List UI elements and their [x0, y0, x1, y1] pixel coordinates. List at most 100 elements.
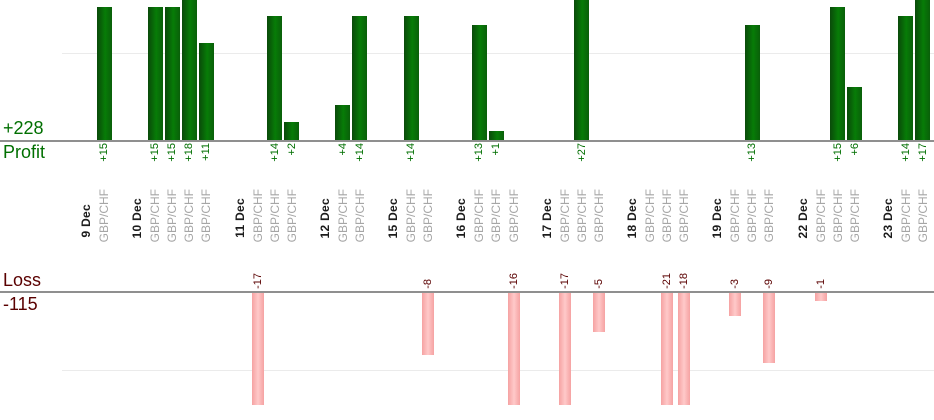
pair-label: GBP/CHF [916, 188, 930, 242]
profit-value-label: +27 [576, 143, 588, 162]
loss-value-label: -17 [252, 273, 264, 289]
loss-bar [422, 293, 434, 356]
profit-bar [472, 24, 487, 140]
profit-bar [335, 104, 350, 140]
pair-label: GBP/CHF [336, 188, 350, 242]
pair-label: GBP/CHF [745, 188, 759, 242]
date-label: 12 Dec [318, 197, 332, 239]
date-label: 10 Dec [130, 197, 144, 239]
loss-bar [508, 293, 520, 405]
loss-bar [661, 293, 673, 405]
profit-bar [284, 122, 299, 140]
date-label: 22 Dec [796, 197, 810, 239]
loss-bar [252, 293, 264, 405]
pair-label: GBP/CHF [814, 188, 828, 242]
pair-label: GBP/CHF [182, 188, 196, 242]
pair-label: GBP/CHF [831, 188, 845, 242]
loss-bar [678, 293, 690, 405]
profit-bar [97, 7, 112, 140]
profit-value-label: +2 [286, 143, 298, 156]
pair-label: GBP/CHF [285, 188, 299, 242]
profit-bar [489, 131, 504, 140]
pair-label: GBP/CHF [165, 188, 179, 242]
pair-label: GBP/CHF [728, 188, 742, 242]
profit-value-label: +15 [149, 143, 161, 162]
date-label: 18 Dec [625, 197, 639, 239]
profit-total-label: +228 [3, 118, 44, 138]
profit-bar [267, 16, 282, 140]
date-label: 16 Dec [454, 197, 468, 239]
loss-value-label: -5 [593, 279, 605, 289]
profit-bar [148, 7, 163, 140]
profit-bar [165, 7, 180, 140]
profit-value-label: +13 [746, 143, 758, 162]
profit-bar [915, 0, 930, 140]
loss-bar [593, 293, 605, 332]
profit-bar [199, 42, 214, 140]
date-label: 23 Dec [881, 197, 895, 239]
pair-label: GBP/CHF [97, 188, 111, 242]
profit-value-label: +15 [832, 143, 844, 162]
pair-label: GBP/CHF [643, 188, 657, 242]
loss-value-label: -1 [815, 279, 827, 289]
loss-value-label: -9 [763, 279, 775, 289]
profit-value-label: +15 [166, 143, 178, 162]
date-label: 11 Dec [233, 198, 247, 238]
pair-label: GBP/CHF [660, 188, 674, 242]
loss-axis-label: Loss [3, 270, 42, 290]
profit-value-label: +17 [917, 143, 929, 162]
pair-label: GBP/CHF [421, 188, 435, 242]
loss-value-label: -3 [729, 279, 741, 289]
pair-label: GBP/CHF [148, 188, 162, 242]
loss-total-label: -115 [3, 294, 38, 314]
profit-axis-label: Profit [3, 142, 46, 162]
pair-label: GBP/CHF [404, 188, 418, 242]
profit-value-label: +14 [405, 143, 417, 162]
profit-bar [404, 16, 419, 140]
profit-value-label: +1 [490, 143, 502, 156]
pair-label: GBP/CHF [575, 188, 589, 242]
date-label: 9 Dec [79, 204, 93, 238]
loss-value-label: -8 [422, 279, 434, 289]
loss-bar [729, 293, 741, 317]
loss-value-label: -16 [508, 273, 520, 289]
pair-label: GBP/CHF [353, 188, 367, 242]
profit-bar [352, 16, 367, 140]
pair-label: GBP/CHF [899, 188, 913, 242]
pair-label: GBP/CHF [251, 188, 265, 242]
pair-label: GBP/CHF [507, 188, 521, 242]
pair-label: GBP/CHF [268, 188, 282, 242]
date-label: 17 Dec [540, 197, 554, 239]
profit-value-label: +14 [269, 143, 281, 162]
profit-value-label: +4 [337, 143, 349, 156]
pair-label: GBP/CHF [472, 188, 486, 242]
profit-bar [830, 7, 845, 140]
pair-label: GBP/CHF [558, 188, 572, 242]
loss-bar [815, 293, 827, 301]
profit-value-label: +18 [183, 143, 195, 162]
loss-value-label: -17 [559, 273, 571, 289]
loss-value-label: -21 [661, 273, 673, 289]
profit-value-label: +6 [849, 143, 861, 156]
pair-label: GBP/CHF [677, 188, 691, 242]
date-label: 15 Dec [386, 197, 400, 239]
loss-baseline [0, 291, 934, 293]
profit-bar [847, 86, 862, 140]
profit-bar [745, 24, 760, 140]
profit-value-label: +14 [354, 143, 366, 162]
pair-label: GBP/CHF [592, 188, 606, 242]
loss-value-label: -18 [678, 273, 690, 289]
profit-baseline [0, 140, 934, 142]
profit-value-label: +13 [473, 143, 485, 162]
pair-label: GBP/CHF [848, 188, 862, 242]
profit-value-label: +15 [98, 143, 110, 162]
profit-value-label: +11 [200, 143, 212, 161]
loss-gridline [62, 370, 934, 371]
profit-bar [898, 16, 913, 140]
pair-label: GBP/CHF [489, 188, 503, 242]
profit-value-label: +14 [900, 143, 912, 162]
pair-label: GBP/CHF [762, 188, 776, 242]
loss-bar [559, 293, 571, 405]
loss-bar [763, 293, 775, 364]
